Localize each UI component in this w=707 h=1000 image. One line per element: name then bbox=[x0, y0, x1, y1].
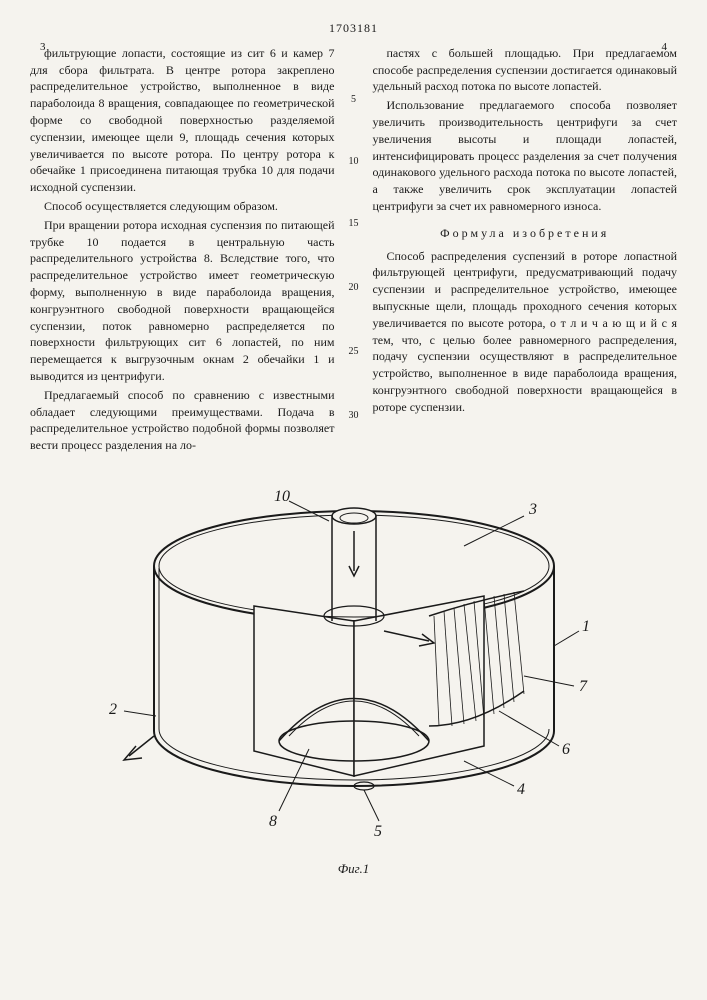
paragraph: При вращении ротора исходная суспензия п… bbox=[30, 217, 335, 385]
figure-label-10: 10 bbox=[274, 488, 290, 505]
line-number: 20 bbox=[345, 281, 363, 295]
paragraph: Способ распределения суспензий в роторе … bbox=[373, 248, 678, 416]
figure-label-5: 5 bbox=[374, 823, 382, 840]
figure-label-2: 2 bbox=[109, 701, 117, 718]
document-number: 1703181 bbox=[30, 20, 677, 37]
line-number: 15 bbox=[345, 217, 363, 231]
figure-1: 10 3 1 7 6 4 5 8 2 Фиг.1 bbox=[30, 476, 677, 878]
line-number: 30 bbox=[345, 409, 363, 423]
line-number-gutter: 5 10 15 20 25 30 bbox=[345, 45, 363, 456]
formula-heading: Формула изобретения bbox=[373, 225, 678, 242]
paragraph: фильтрующие лопасти, состоящие из сит 6 … bbox=[30, 45, 335, 196]
line-number: 25 bbox=[345, 345, 363, 359]
left-column: фильтрующие лопасти, состоящие из сит 6 … bbox=[30, 45, 335, 456]
figure-label-6: 6 bbox=[562, 741, 570, 758]
paragraph: Способ осуществляется следующим образом. bbox=[30, 198, 335, 215]
line-number: 5 bbox=[345, 93, 363, 107]
figure-label-1: 1 bbox=[582, 618, 590, 635]
centrifuge-diagram: 10 3 1 7 6 4 5 8 2 bbox=[104, 476, 604, 856]
paragraph: пастях с большей площадью. При предлагае… bbox=[373, 45, 678, 95]
page-left-number: 3 bbox=[40, 40, 46, 55]
figure-label-8: 8 bbox=[269, 813, 277, 830]
right-column: пастях с большей площадью. При предлагае… bbox=[373, 45, 678, 456]
line-number: 10 bbox=[345, 155, 363, 169]
paragraph: Предлагаемый способ по сравнению с извес… bbox=[30, 387, 335, 454]
paragraph: Использование предлагаемого способа позв… bbox=[373, 97, 678, 215]
text-columns: фильтрующие лопасти, состоящие из сит 6 … bbox=[30, 45, 677, 456]
figure-caption: Фиг.1 bbox=[30, 860, 677, 878]
figure-label-4: 4 bbox=[517, 781, 525, 798]
page-right-number: 4 bbox=[662, 40, 668, 55]
figure-label-3: 3 bbox=[528, 501, 537, 518]
figure-label-7: 7 bbox=[579, 678, 588, 695]
